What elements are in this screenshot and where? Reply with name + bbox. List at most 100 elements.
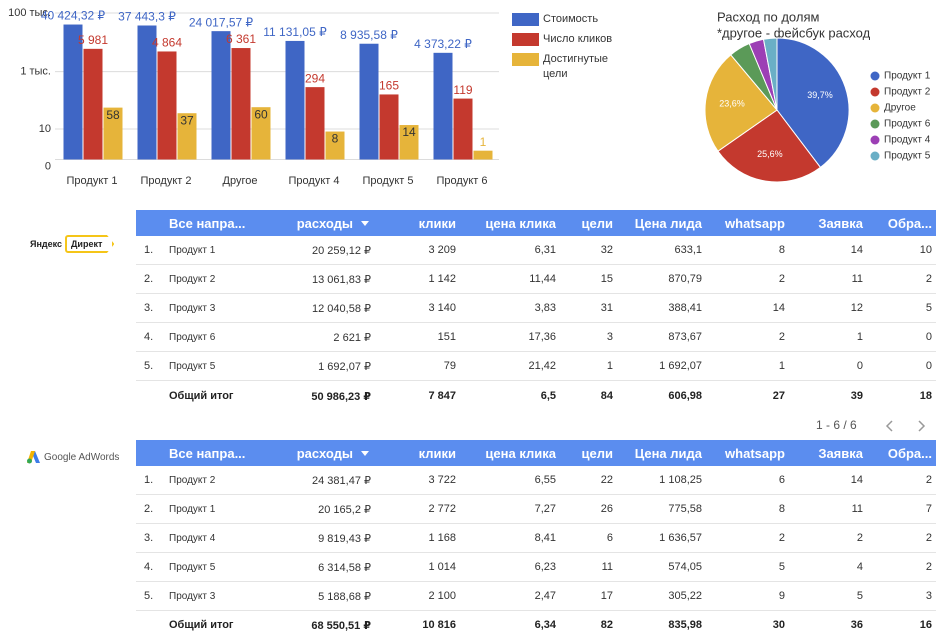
cell: 6 [560,523,617,553]
bar-chart: 100 тыс. 1 тыс. 10 0 Продукт 1 40 424,32 ₽ 5 9… [8,7,499,187]
header-cell[interactable]: Обра... [867,440,936,466]
header-cell[interactable]: Все напра... [165,210,250,236]
total-cell: 50 986,23 ₽ [311,390,371,403]
header-cell[interactable]: Заявка [789,210,867,236]
bar [285,40,305,160]
cell: 6,31 [460,236,560,265]
bar [251,107,271,160]
bar [63,24,83,160]
cell: 305,22 [617,581,706,611]
pagination: 1 - 6 / 6 [816,418,926,432]
cell: 1 [789,322,867,352]
header-label: Цена лида [634,445,702,461]
header-cell[interactable]: Цена лида [617,440,706,466]
header-cell[interactable]: расходы [250,210,375,236]
sort-arrow [361,451,369,457]
cell: 2 [867,523,936,553]
header-cell[interactable]: Обра... [867,210,936,236]
total-row: Общий итог 50 986,23 ₽ 7 847 6,5 84 606,98 27 3… [136,381,936,412]
legend-label: Стоимость [543,13,599,25]
header-cell[interactable]: цена клика [460,440,560,466]
pie-slice [704,54,778,152]
header-cell[interactable]: цена клика [460,210,560,236]
slice-label: 39,7% [807,90,833,100]
pagination-arrow[interactable] [884,419,896,433]
total-cell: 27 [772,390,785,402]
cell: 3 140 [375,293,460,323]
total-cell: 7 847 [428,390,456,402]
data-label: 1 [480,135,487,149]
pie-title: Расход по долям [717,9,820,24]
header-label: Все напра... [169,445,246,461]
cell: 1 636,57 [617,523,706,553]
cell: 2 [789,523,867,553]
header-label: Обра... [887,445,932,461]
legend-item: Число кликов [512,32,622,47]
data-label: 40 424,32 ₽ [41,9,106,23]
sort-arrow-shape [361,221,369,227]
cell: 12 [789,293,867,323]
header-cell[interactable]: цели [560,440,617,466]
cell: 1 [706,351,789,381]
cell [136,611,165,640]
table-body: 1. Продукт 1 20 259,12 ₽3 209 6,31 32 633,1 8 1… [136,236,936,411]
legend-swatch [512,33,539,46]
header-cell[interactable]: whatsapp [706,440,789,466]
legend-marker [870,119,880,129]
data-label: 37 443,3 ₽ [118,10,176,24]
logo: Яндекс Директ [30,235,115,253]
cell: 21,42 [460,351,560,381]
pie-subtitle: *другое - фейсбук расход [717,25,871,40]
data-label: 24 017,57 ₽ [189,15,254,29]
row-number: 5. [136,581,165,611]
legend-label: Продукт 5 [884,151,931,162]
pagination-label: 1 - 6 / 6 [816,418,857,432]
bar [379,94,399,160]
arrow-shape [885,420,893,432]
header-label: Все напра... [169,215,246,231]
table-row: 2. Продукт 2 13 061,83 ₽1 142 11,44 15 870,79… [136,264,936,294]
total-label: Общий итог [169,390,234,402]
cell: 31 [560,293,617,323]
header-label: Заявка [818,445,863,461]
total-label: Общий итог [169,619,234,631]
total-cell: 82 [600,619,613,631]
cell: 79 [375,351,460,381]
cell: 17,36 [460,322,560,352]
cell: 11 [789,264,867,294]
slice-label: 25,6% [757,149,783,159]
bar [211,31,231,160]
cell: 6,55 [460,466,560,495]
header-cell[interactable]: клики [375,440,460,466]
table-row: 1. Продукт 1 20 259,12 ₽3 209 6,31 32 633,1 8 1… [136,236,936,265]
row-name: Продукт 1 [165,236,250,265]
cell: 15 [560,264,617,294]
data-label: 60 [254,107,268,121]
header-cell[interactable]: whatsapp [706,210,789,236]
cell: 1 692,07 ₽ [250,351,375,381]
row-number: 3. [136,523,165,553]
pagination-arrow[interactable] [916,419,928,433]
cell: 8 [706,494,789,524]
header-label: Цена лида [634,215,702,231]
data-label: 14 [402,125,416,139]
cell: 9 [706,581,789,611]
header-cell[interactable]: Заявка [789,440,867,466]
cell: 6,23 [460,552,560,582]
bar [137,25,157,160]
header-cell[interactable]: расходы [250,440,375,466]
cell: 20 259,12 ₽ [250,236,375,265]
y-tick-label: 100 тыс. [8,7,51,19]
header-cell[interactable]: Все напра... [165,440,250,466]
header-cell[interactable]: Цена лида [617,210,706,236]
header-cell[interactable]: клики [375,210,460,236]
sort-arrow-shape [361,451,369,457]
header-cell[interactable]: цели [560,210,617,236]
row-name: Продукт 2 [165,264,250,294]
cell: 7,27 [460,494,560,524]
y-tick-label: 10 [39,123,51,135]
cell: 5 188,68 ₽ [250,581,375,611]
legend-item: Достигнутые цели [512,52,622,82]
